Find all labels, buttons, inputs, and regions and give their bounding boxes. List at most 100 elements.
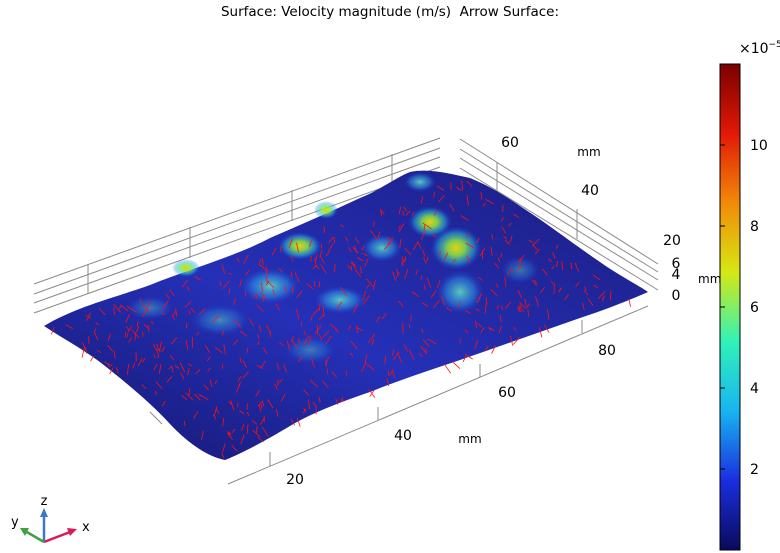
velocity-arrow [107, 333, 112, 341]
velocity-arrow [525, 303, 531, 309]
velocity-arrow [291, 336, 294, 343]
velocity-arrow [154, 390, 158, 395]
velocity-arrow [392, 349, 395, 356]
velocity-arrow [334, 263, 336, 273]
velocity-arrow [215, 347, 223, 354]
velocity-arrow [228, 272, 233, 276]
velocity-arrow [203, 384, 209, 391]
velocity-arrow [267, 281, 275, 288]
velocity-arrow [411, 211, 415, 216]
velocity-arrow [143, 324, 150, 330]
velocity-arrow [99, 308, 106, 316]
velocity-arrow [141, 384, 146, 389]
y-axis-unit: mm [577, 145, 600, 159]
velocity-arrow [532, 244, 538, 250]
velocity-arrow [422, 249, 426, 257]
velocity-arrow [582, 302, 585, 311]
velocity-arrow [303, 330, 307, 336]
velocity-arrow [162, 400, 166, 407]
velocity-arrow [372, 279, 376, 291]
z-tick-label: 4 [672, 267, 681, 283]
velocity-arrow [126, 332, 129, 338]
velocity-arrow [237, 402, 239, 407]
velocity-arrow [504, 277, 507, 287]
velocity-arrow [215, 408, 220, 414]
velocity-arrow [500, 305, 504, 311]
velocity-arrow [169, 355, 175, 361]
velocity-arrow [276, 409, 279, 417]
velocity-arrow [261, 258, 264, 266]
velocity-arrow [261, 404, 263, 409]
triad-y-label: y [11, 515, 19, 530]
velocity-arrow [552, 252, 556, 259]
velocity-arrow [417, 241, 422, 249]
velocity-arrow [184, 301, 192, 308]
velocity-arrow [350, 340, 358, 350]
velocity-arrow [323, 226, 326, 234]
velocity-arrow [440, 295, 445, 306]
plot-title: Surface: Velocity magnitude (m/s) Arrow … [220, 4, 560, 20]
velocity-arrow [415, 269, 418, 276]
x-tick-label: 80 [598, 343, 616, 359]
z-axis: 0 4 6 20 mm [663, 233, 721, 304]
velocity-arrow [227, 432, 231, 437]
velocity-arrow [296, 290, 303, 298]
velocity-arrow [534, 279, 538, 284]
velocity-arrow [278, 267, 283, 273]
velocity-arrow [318, 397, 321, 403]
velocity-arrow [198, 308, 206, 315]
velocity-arrow [466, 195, 469, 206]
velocity-arrow [543, 324, 550, 333]
velocity-arrow [404, 256, 406, 263]
velocity-arrow [465, 242, 475, 249]
velocity-arrow [187, 368, 190, 376]
velocity-arrow [310, 315, 313, 322]
velocity-arrow [465, 309, 471, 314]
velocity-arrow [314, 258, 316, 265]
velocity-arrow [142, 310, 147, 317]
z-tick-label: 20 [663, 233, 681, 249]
velocity-arrow [312, 402, 317, 406]
velocity-arrow [194, 276, 202, 281]
velocity-arrow [174, 365, 180, 369]
velocity-arrow [222, 330, 224, 336]
velocity-arrow [392, 271, 396, 282]
velocity-arrow [420, 345, 427, 354]
velocity-arrow [609, 290, 612, 301]
velocity-arrow [265, 280, 270, 286]
velocity-arrow [179, 362, 186, 373]
velocity-arrow [388, 369, 394, 376]
velocity-arrow [252, 430, 261, 438]
velocity-arrow [221, 264, 226, 275]
velocity-arrow [422, 339, 430, 348]
velocity-arrow [449, 203, 455, 212]
velocity-arrow [136, 321, 139, 328]
velocity-arrow [274, 383, 278, 391]
velocity-arrow [491, 345, 496, 354]
velocity-arrow [246, 411, 250, 416]
velocity-arrow [466, 180, 473, 187]
velocity-arrow [466, 233, 470, 238]
velocity-arrow [517, 304, 525, 312]
velocity-arrow [570, 262, 572, 270]
velocity-arrow [113, 307, 115, 315]
velocity-arrow [118, 305, 122, 310]
velocity-arrow [258, 325, 262, 332]
velocity-arrow [175, 307, 178, 317]
velocity-arrow [223, 344, 226, 355]
velocity-arrow [137, 358, 143, 366]
velocity-arrow [361, 245, 365, 251]
velocity-arrow [517, 254, 525, 263]
velocity-arrow [346, 264, 351, 269]
velocity-arrow [494, 262, 500, 269]
colorbar: 2 4 6 8 10 ×10−5 [719, 40, 780, 551]
velocity-arrow [280, 393, 286, 402]
velocity-arrow [93, 328, 97, 333]
velocity-arrow [485, 198, 495, 205]
velocity-arrow [267, 399, 274, 409]
z-axis-unit: mm [698, 272, 721, 286]
velocity-arrow [516, 306, 522, 313]
velocity-arrow [206, 356, 211, 362]
velocity-arrow [500, 217, 505, 222]
